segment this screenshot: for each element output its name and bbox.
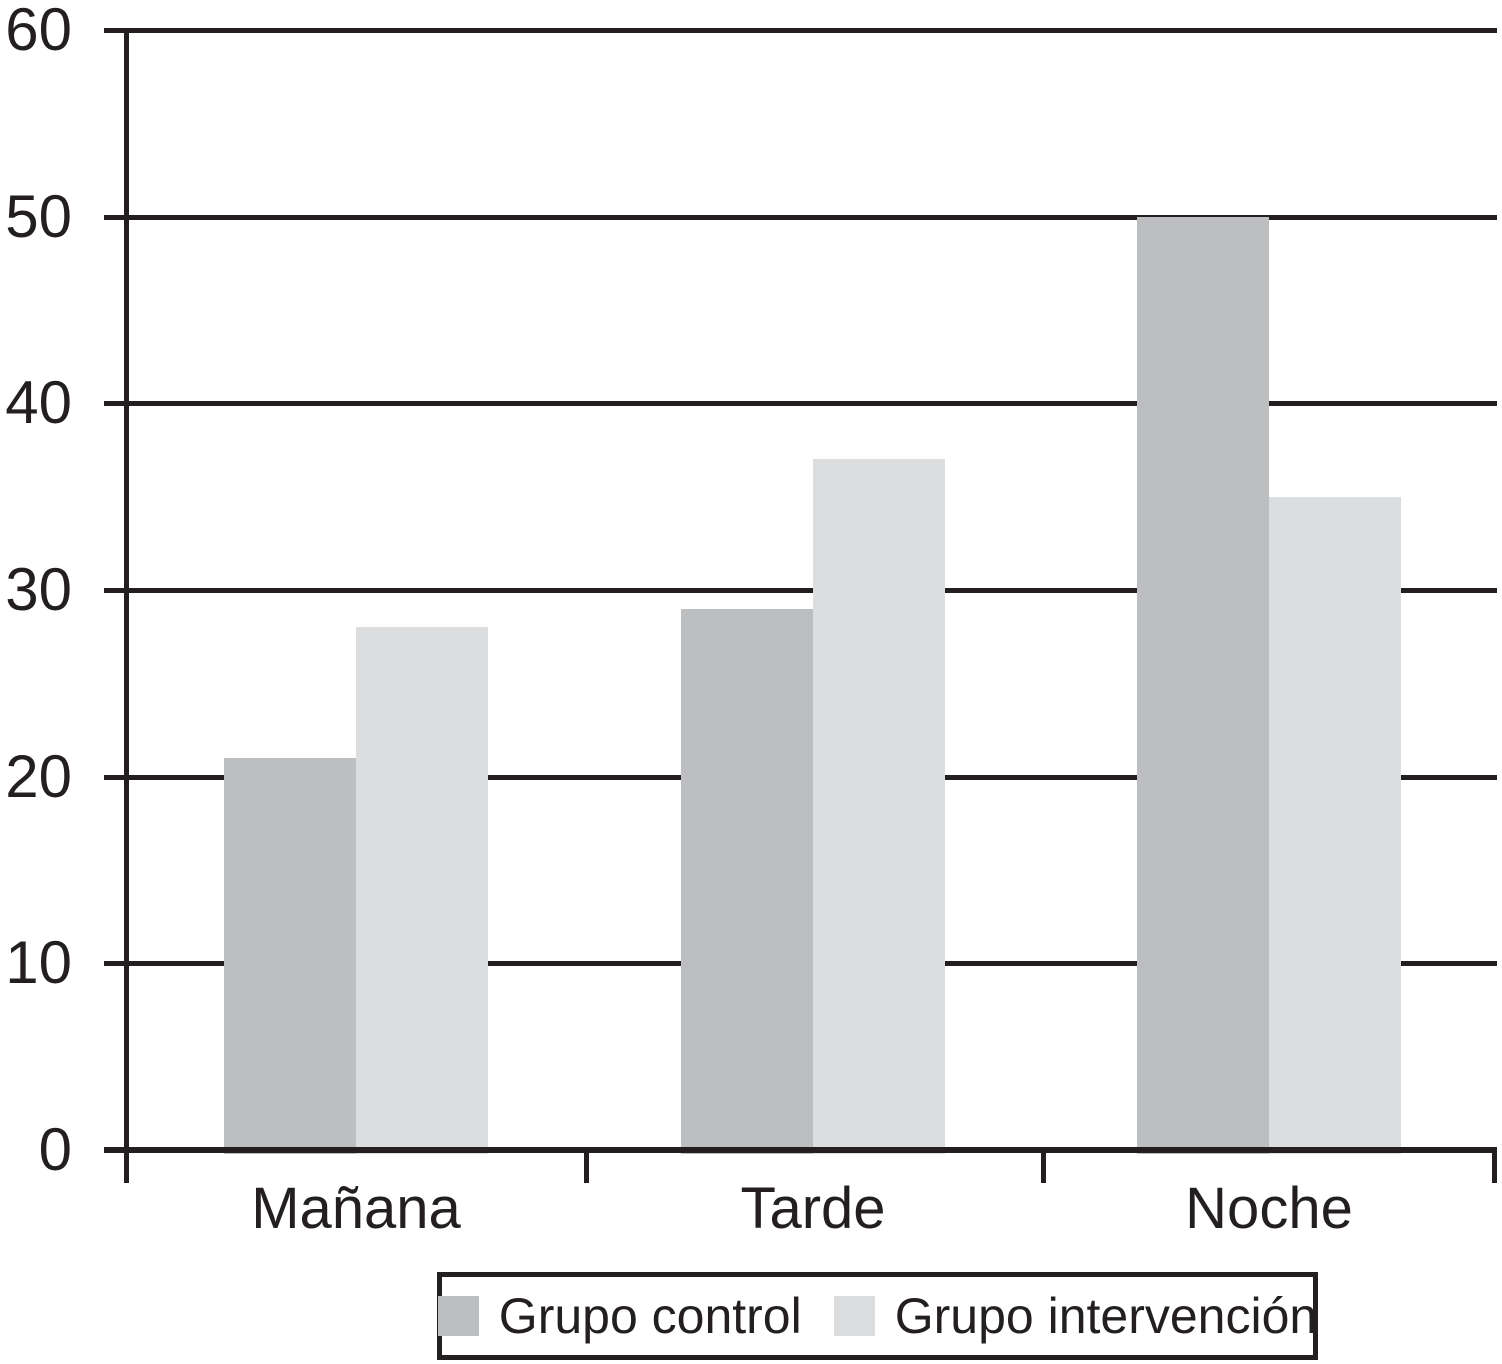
y-axis-tick-label: 30 — [5, 556, 72, 623]
gridline-y-40 — [104, 401, 1497, 406]
bar-mañana-intervencion — [356, 627, 488, 1154]
bar-noche-intervencion — [1269, 497, 1401, 1154]
x-axis-category-label: Tarde — [740, 1176, 886, 1241]
gridline-y-30 — [104, 588, 1497, 593]
legend-items: Grupo control Grupo intervención — [437, 1288, 1318, 1344]
x-axis-boundary-tick — [1041, 1150, 1046, 1183]
legend-swatch-grupo-intervencion — [833, 1296, 875, 1336]
y-axis-tick-label: 40 — [5, 369, 72, 436]
gridline-y-50 — [104, 215, 1497, 220]
x-axis-line — [104, 1147, 1497, 1153]
legend-label-grupo-intervencion: Grupo intervención — [894, 1288, 1318, 1344]
y-axis-tick-label: 10 — [5, 929, 72, 996]
y-axis-line — [124, 28, 129, 1183]
y-axis-tick-label: 50 — [5, 183, 72, 250]
x-axis-boundary-tick — [584, 1150, 589, 1183]
y-axis-tick-label: 60 — [5, 0, 72, 63]
x-axis-category-label: Noche — [1185, 1176, 1353, 1241]
bar-noche-control — [1137, 217, 1269, 1154]
bar-mañana-control — [224, 758, 356, 1154]
x-axis-category-label: Mañana — [251, 1176, 461, 1241]
y-axis-tick-label: 20 — [5, 743, 72, 810]
x-axis-boundary-tick — [1492, 1150, 1497, 1183]
legend-swatch-grupo-control — [437, 1296, 479, 1336]
legend: Grupo control Grupo intervención — [437, 1272, 1318, 1360]
legend-label-grupo-control: Grupo control — [498, 1288, 802, 1344]
gridline-y-60 — [104, 28, 1497, 33]
y-axis-tick-label: 0 — [38, 1116, 72, 1183]
bar-tarde-intervencion — [813, 459, 945, 1154]
bar-tarde-control — [681, 609, 813, 1154]
